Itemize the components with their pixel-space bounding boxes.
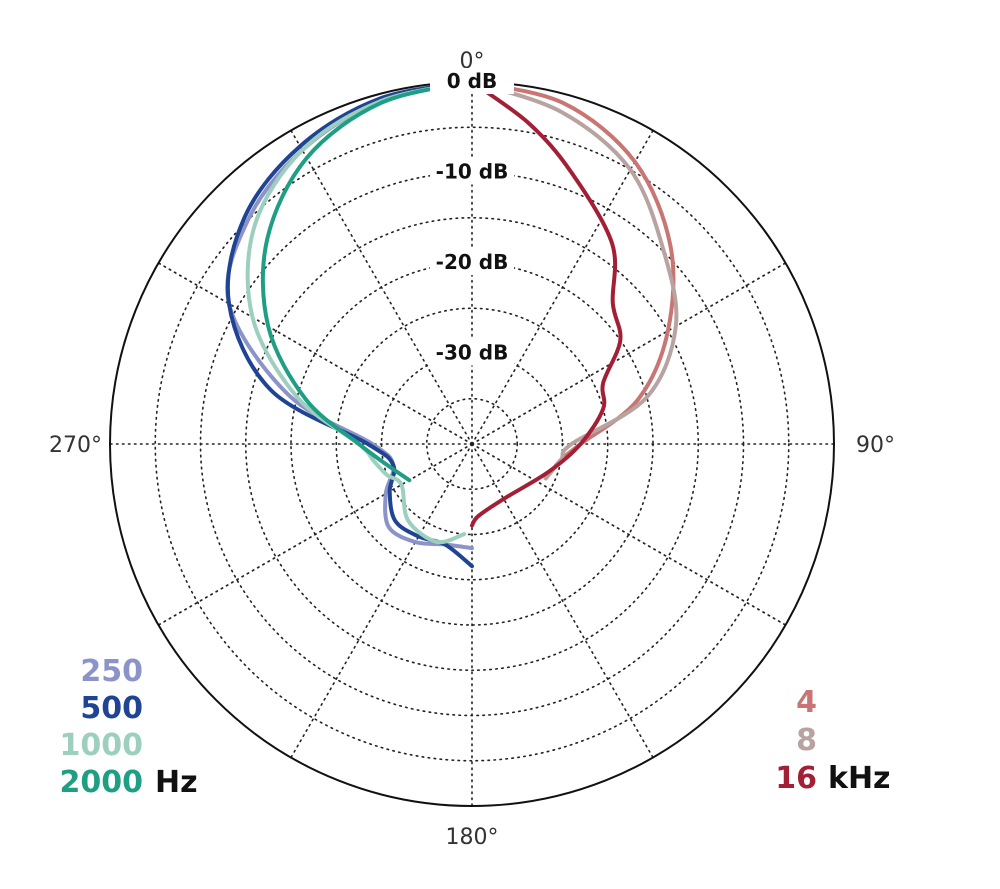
grid-spoke [471,262,787,445]
angle-label-270: 270° [49,433,102,458]
series-4 [470,80,676,481]
angle-label-180: 180° [446,825,499,850]
legend-item: 8 [796,723,817,758]
legend-item: 2000 [60,765,144,800]
legend-item: 4 [796,685,817,720]
grid-spoke [471,443,654,759]
grid-spoke [290,443,473,759]
legend-item: 250 [80,654,143,689]
grid-spoke [290,129,473,445]
ring-label-bg [430,68,514,94]
grid-ring [244,216,700,672]
polar-grid [109,81,835,807]
series-2000 [260,80,474,483]
legend-unit-hz: Hz [155,765,198,800]
legend-item: 16 [775,761,817,796]
legend-item: 1000 [60,728,144,763]
grid-ring [425,397,519,491]
axis-labels: 0°90°180°270°0 dB-10 dB-20 dB-30 dB [49,49,895,850]
series-8 [470,80,679,481]
series-16 [470,80,623,528]
ring-label: -20 dB [436,250,509,274]
legend-item: 500 [80,691,143,726]
ring-label: -10 dB [436,160,509,184]
series-layer [225,80,679,569]
series-500 [225,80,474,569]
ring-label-bg [430,339,514,366]
ring-label-bg [430,158,514,185]
legend-unit-khz: kHz [828,761,891,796]
ring-label: 0 dB [447,69,497,93]
grid-spoke [157,262,473,445]
grid-spoke [471,129,654,445]
grid-spoke [157,443,473,626]
ring-label-bg [430,249,514,275]
grid-spoke [471,443,787,626]
angle-label-90: 90° [856,433,895,458]
grid-ring [154,126,790,762]
ring-label: -30 dB [436,341,509,365]
grid-ring [335,307,609,581]
